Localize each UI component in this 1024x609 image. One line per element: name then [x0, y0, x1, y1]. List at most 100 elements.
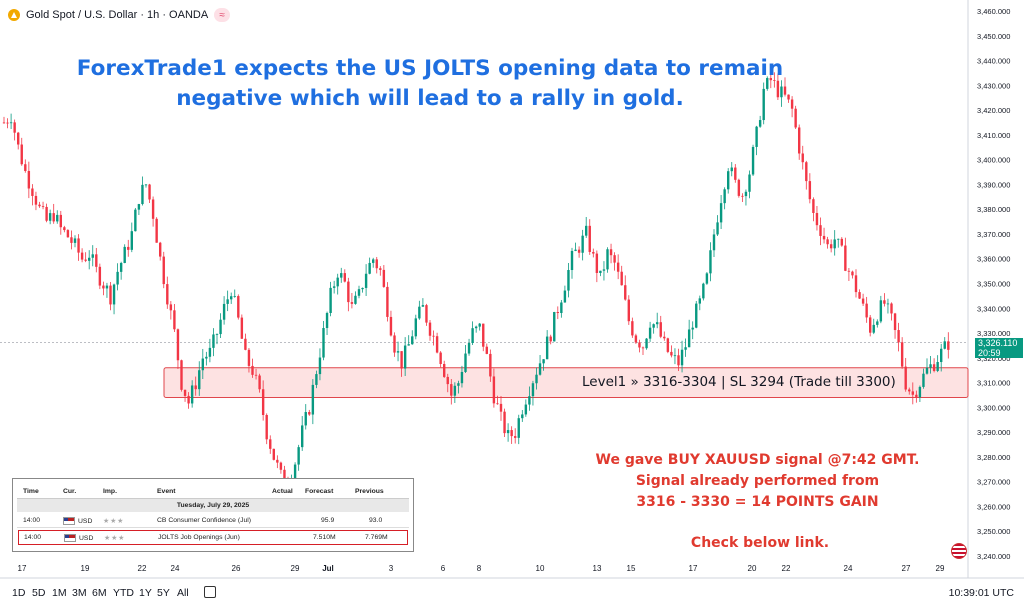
col-forecast: Forecast	[305, 488, 334, 495]
candle-body	[822, 235, 826, 240]
candle-body	[613, 255, 616, 263]
candle-body	[588, 225, 591, 252]
candle-body	[730, 167, 733, 172]
last-price: 3,326.110	[978, 338, 1018, 348]
us-flag-icon[interactable]	[951, 543, 967, 559]
candle-body	[943, 341, 946, 349]
candle-body	[503, 411, 506, 434]
headline-annotation: ForexTrade1 expects the US JOLTS opening…	[60, 54, 800, 114]
candle-body	[144, 184, 148, 186]
candle-body	[879, 300, 883, 322]
y-tick-label: 3,420.000	[977, 106, 1010, 115]
candle-body	[947, 341, 950, 350]
range-5d-button[interactable]: 5D	[32, 587, 46, 599]
candle-body	[198, 370, 201, 390]
candle-body	[670, 351, 673, 356]
x-tick-label: 17	[18, 564, 27, 573]
range-ytd-button[interactable]: YTD	[113, 587, 134, 599]
range-1m-button[interactable]: 1M	[52, 587, 67, 599]
utc-clock[interactable]: 10:39:01 UTC	[948, 587, 1014, 599]
y-tick-label: 3,460.000	[977, 7, 1010, 16]
candle-body	[840, 238, 843, 246]
y-tick-label: 3,320.000	[977, 354, 1010, 363]
candle-body	[521, 414, 524, 419]
candle-body	[2, 122, 6, 124]
candle-body	[315, 374, 318, 385]
candle-body	[435, 336, 439, 353]
range-6m-button[interactable]: 6M	[92, 587, 107, 599]
candle-body	[340, 273, 343, 278]
candle-body	[116, 271, 119, 285]
y-tick-label: 3,350.000	[977, 280, 1010, 289]
col-event: Event	[157, 488, 176, 495]
candle-body	[560, 302, 563, 314]
candle-body	[684, 347, 687, 350]
candle-body	[542, 359, 545, 364]
candle-body	[329, 287, 332, 313]
y-tick-label: 3,400.000	[977, 156, 1010, 165]
candle-body	[528, 396, 531, 405]
row-forecast: 95.9	[321, 517, 335, 524]
y-tick-label: 3,300.000	[977, 403, 1010, 412]
x-tick-label: Jul	[322, 564, 334, 573]
candle-body	[858, 292, 861, 299]
bottom-toolbar: 1D 5D 1M 3M 6M YTD 1Y 5Y All 10:39:01 UT…	[0, 582, 1024, 604]
candle-body	[443, 363, 446, 377]
range-1y-button[interactable]: 1Y	[139, 587, 152, 599]
candle-body	[641, 347, 645, 349]
candle-body	[166, 284, 169, 305]
range-3m-button[interactable]: 3M	[72, 587, 87, 599]
date-range-icon[interactable]	[204, 586, 216, 598]
y-tick-label: 3,360.000	[977, 255, 1010, 264]
candle-body	[219, 319, 222, 335]
candle-body	[577, 249, 581, 253]
candle-body	[460, 371, 464, 384]
row-importance-stars: ★★★	[104, 534, 126, 542]
candle-body	[624, 285, 627, 300]
candle-body	[343, 273, 346, 282]
bar-countdown: 20:59	[978, 348, 1001, 358]
candle-body	[634, 335, 638, 343]
y-tick-label: 3,450.000	[977, 32, 1010, 41]
row-previous: 7.769M	[365, 534, 388, 541]
candle-body	[776, 80, 780, 98]
row-currency: USD	[63, 516, 92, 525]
candle-body	[506, 430, 510, 434]
range-1d-button[interactable]: 1D	[12, 587, 26, 599]
symbol-header[interactable]: Gold Spot / U.S. Dollar · 1h · OANDA ≈	[8, 6, 231, 24]
x-tick-label: 3	[389, 564, 394, 573]
range-all-button[interactable]: All	[177, 587, 189, 599]
col-currency: Cur.	[63, 488, 77, 495]
x-tick-label: 24	[171, 564, 180, 573]
y-tick-label: 3,430.000	[977, 81, 1010, 90]
candle-body	[638, 342, 641, 348]
candle-body	[17, 132, 20, 145]
candle-body	[38, 204, 41, 207]
candle-body	[794, 108, 797, 128]
candle-body	[741, 195, 744, 197]
candle-body	[208, 347, 212, 357]
y-tick-label: 3,440.000	[977, 57, 1010, 66]
row-time: 14:00	[24, 534, 42, 541]
candle-body	[41, 206, 45, 208]
signal-line-3: 3316 - 3330 = 14 POINTS GAIN	[636, 494, 879, 510]
candle-body	[861, 298, 865, 304]
candle-body	[332, 286, 336, 288]
candle-body	[205, 356, 208, 359]
candle-body	[361, 287, 364, 290]
candle-body	[737, 179, 741, 196]
approx-icon[interactable]: ≈	[214, 8, 231, 22]
candle-body	[31, 188, 34, 196]
candle-body	[130, 231, 133, 250]
candle-body	[783, 86, 787, 95]
candle-body	[918, 386, 922, 398]
range-5y-button[interactable]: 5Y	[157, 587, 170, 599]
candle-body	[851, 271, 854, 276]
candle-body	[233, 296, 236, 297]
candle-body	[801, 153, 804, 163]
signal-line-2: Signal already performed from	[635, 473, 880, 489]
candle-body	[592, 251, 595, 254]
candle-body	[190, 385, 194, 404]
candle-body	[80, 252, 84, 260]
